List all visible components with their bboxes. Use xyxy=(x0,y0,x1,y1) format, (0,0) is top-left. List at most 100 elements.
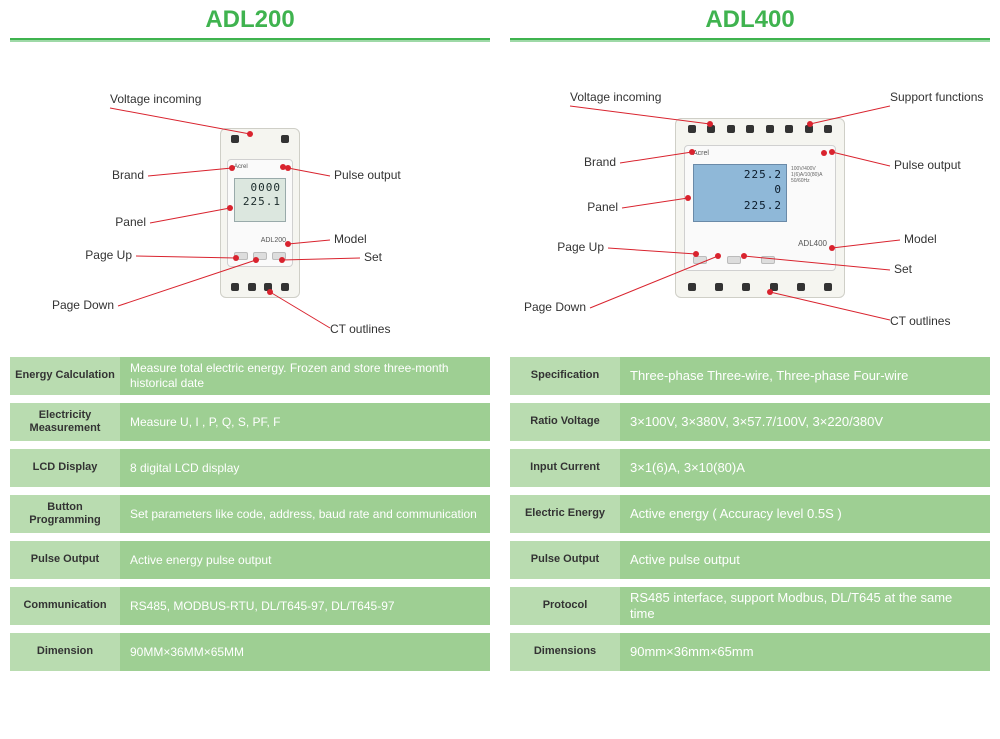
adl400-face: Acrel 225.20225.2 100V/400V1(6)A/10(80)A… xyxy=(684,145,836,271)
terminal xyxy=(770,283,778,291)
adl400-brand-text: Acrel xyxy=(693,150,709,157)
spec-value: 3×1(6)A, 3×10(80)A xyxy=(620,449,990,487)
spec-label: Electricity Measurement xyxy=(10,403,120,441)
spec-row: Button ProgrammingSet parameters like co… xyxy=(10,495,490,533)
adl400-side-text: 100V/400V1(6)A/10(80)A50/60Hz xyxy=(791,166,829,184)
terminal xyxy=(785,125,793,133)
spec-value: 3×100V, 3×380V, 3×57.7/100V, 3×220/380V xyxy=(620,403,990,441)
adl200-brand-text: Acrel xyxy=(234,164,248,170)
terminal xyxy=(688,125,696,133)
spec-label: Pulse Output xyxy=(510,541,620,579)
spec-value: Active pulse output xyxy=(620,541,990,579)
callout-label: Support functions xyxy=(890,90,983,104)
adl400-buttons xyxy=(693,256,775,264)
adl200-diagram: Acrel 0000225.1 ADL200 Voltage incoming B… xyxy=(10,48,490,353)
device-button xyxy=(234,252,248,260)
spec-value: 90MM×36MM×65MM xyxy=(120,633,490,671)
terminal xyxy=(281,283,289,291)
adl200-column: ADL200 Acrel 0000225.1 ADL200 Voltage in… xyxy=(10,0,490,679)
callout-label: Pulse output xyxy=(894,158,961,172)
spec-row: LCD Display8 digital LCD display xyxy=(10,449,490,487)
adl400-bottom-terminals xyxy=(688,283,832,291)
adl400-model-text: ADL400 xyxy=(798,239,827,248)
adl400-specs: SpecificationThree-phase Three-wire, Thr… xyxy=(510,357,990,671)
callout-label: Pulse output xyxy=(334,168,401,182)
spec-row: CommunicationRS485, MODBUS-RTU, DL/T645-… xyxy=(10,587,490,625)
adl200-lcd: 0000225.1 xyxy=(234,178,286,222)
callout-label: Set xyxy=(894,262,912,276)
spec-label: Dimensions xyxy=(510,633,620,671)
device-button xyxy=(727,256,741,264)
terminal xyxy=(797,283,805,291)
adl400-column: ADL400 Acrel 225.20225.2 100V/400V1(6)A/… xyxy=(510,0,990,679)
spec-row: Energy CalculationMeasure total electric… xyxy=(10,357,490,395)
callout-label: Page Down xyxy=(524,300,586,314)
spec-value: Active energy ( Accuracy level 0.5S ) xyxy=(620,495,990,533)
spec-value: 8 digital LCD display xyxy=(120,449,490,487)
terminal xyxy=(727,125,735,133)
spec-row: Dimensions90mm×36mm×65mm xyxy=(510,633,990,671)
spec-label: Electric Energy xyxy=(510,495,620,533)
spec-label: Pulse Output xyxy=(10,541,120,579)
terminal xyxy=(281,135,289,143)
adl200-specs: Energy CalculationMeasure total electric… xyxy=(10,357,490,671)
device-button xyxy=(693,256,707,264)
terminal xyxy=(766,125,774,133)
spec-value: Active energy pulse output xyxy=(120,541,490,579)
terminal xyxy=(824,125,832,133)
callout-label: Page Down xyxy=(52,298,114,312)
adl400-diagram: Acrel 225.20225.2 100V/400V1(6)A/10(80)A… xyxy=(510,48,990,353)
callout-label: Model xyxy=(334,232,367,246)
adl400-rule xyxy=(510,38,990,42)
callout-label: Voltage incoming xyxy=(110,92,201,106)
callout-label: Brand xyxy=(112,168,144,182)
spec-value: RS485, MODBUS-RTU, DL/T645-97, DL/T645-9… xyxy=(120,587,490,625)
adl400-title: ADL400 xyxy=(510,0,990,38)
device-button xyxy=(761,256,775,264)
terminal xyxy=(231,283,239,291)
spec-row: Electric EnergyActive energy ( Accuracy … xyxy=(510,495,990,533)
callout-label: Page Up xyxy=(557,240,604,254)
adl400-top-terminals xyxy=(688,125,832,133)
callout-label: CT outlines xyxy=(330,322,390,336)
terminal xyxy=(824,283,832,291)
spec-value: Set parameters like code, address, baud … xyxy=(120,495,490,533)
spec-row: Dimension90MM×36MM×65MM xyxy=(10,633,490,671)
terminal xyxy=(746,125,754,133)
adl400-pulse-led xyxy=(821,150,827,156)
callout-label: Panel xyxy=(587,200,618,214)
spec-value: 90mm×36mm×65mm xyxy=(620,633,990,671)
adl200-device: Acrel 0000225.1 ADL200 xyxy=(220,128,300,298)
adl400-lcd: 225.20225.2 xyxy=(693,164,787,222)
terminal xyxy=(231,135,239,143)
terminal xyxy=(248,283,256,291)
spec-row: Pulse OutputActive pulse output xyxy=(510,541,990,579)
adl200-top-terminals xyxy=(231,135,289,143)
callout-label: Model xyxy=(904,232,937,246)
callout-label: Page Up xyxy=(85,248,132,262)
adl400-device: Acrel 225.20225.2 100V/400V1(6)A/10(80)A… xyxy=(675,118,845,298)
spec-label: Dimension xyxy=(10,633,120,671)
spec-label: Ratio Voltage xyxy=(510,403,620,441)
adl200-rule xyxy=(10,38,490,42)
spec-value: Measure U, I , P, Q, S, PF, F xyxy=(120,403,490,441)
device-button xyxy=(253,252,267,260)
spec-row: SpecificationThree-phase Three-wire, Thr… xyxy=(510,357,990,395)
adl200-buttons xyxy=(234,252,286,260)
spec-value: Three-phase Three-wire, Three-phase Four… xyxy=(620,357,990,395)
callout-label: Voltage incoming xyxy=(570,90,661,104)
adl200-title: ADL200 xyxy=(10,0,490,38)
adl200-face: Acrel 0000225.1 ADL200 xyxy=(227,159,293,267)
spec-label: LCD Display xyxy=(10,449,120,487)
device-button xyxy=(272,252,286,260)
spec-row: Electricity MeasurementMeasure U, I , P,… xyxy=(10,403,490,441)
adl200-pulse-led xyxy=(280,164,286,170)
spec-label: Communication xyxy=(10,587,120,625)
spec-value: Measure total electric energy. Frozen an… xyxy=(120,357,490,395)
terminal xyxy=(805,125,813,133)
spec-value: RS485 interface, support Modbus, DL/T645… xyxy=(620,587,990,625)
spec-label: Button Programming xyxy=(10,495,120,533)
terminal xyxy=(707,125,715,133)
spec-row: Input Current3×1(6)A, 3×10(80)A xyxy=(510,449,990,487)
spec-row: Ratio Voltage3×100V, 3×380V, 3×57.7/100V… xyxy=(510,403,990,441)
